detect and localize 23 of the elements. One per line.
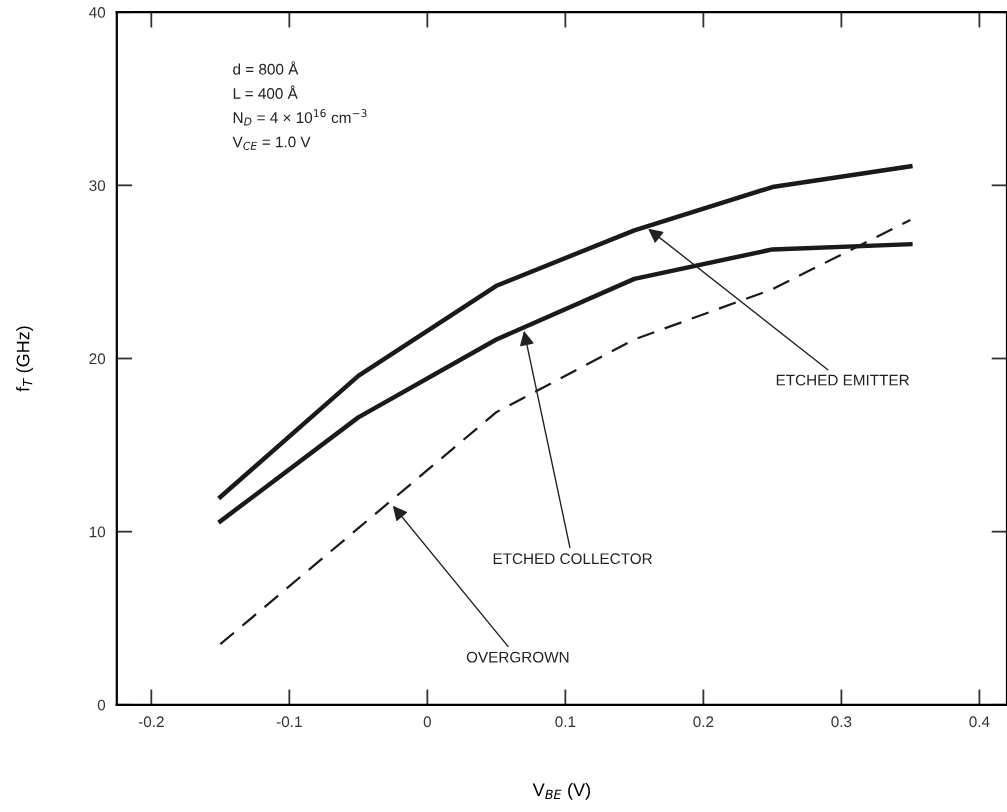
y-tick-label: 30 xyxy=(89,180,106,192)
y-tick-label: 20 xyxy=(89,353,106,365)
annotation: ETCHED EMITTER xyxy=(776,374,909,386)
x-tick-label: 0 xyxy=(423,716,431,728)
y-axis-title: f$_{T}$ (GHz) xyxy=(16,326,33,392)
x-tick-label: 0.2 xyxy=(693,716,714,728)
y-tick-label: 0 xyxy=(97,699,106,711)
y-tick-label: 40 xyxy=(89,7,106,18)
y-tick-label: 10 xyxy=(89,526,106,538)
annotation: N$_{D}$ = 4 × 10$^{16}$ cm$^{−3}$ xyxy=(233,109,367,126)
x-axis-title: V$_{BE}$ (V) xyxy=(532,782,590,800)
annotation: OVERGROWN xyxy=(466,651,569,663)
annotation: V$_{CE}$ = 1.0 V xyxy=(232,136,311,150)
x-tick-label: 0.1 xyxy=(555,716,576,728)
x-tick-label: 0.4 xyxy=(969,716,990,728)
x-tick-label: -0.2 xyxy=(138,716,164,728)
line-series xyxy=(218,164,913,500)
line-series xyxy=(219,218,912,646)
annotation: d = 800 Å xyxy=(233,61,299,75)
annotation: L = 400 Å xyxy=(233,85,298,99)
x-tick-label: 0.3 xyxy=(831,716,852,728)
x-tick-label: -0.1 xyxy=(276,716,302,728)
annotation: ETCHED COLLECTOR xyxy=(493,553,652,565)
